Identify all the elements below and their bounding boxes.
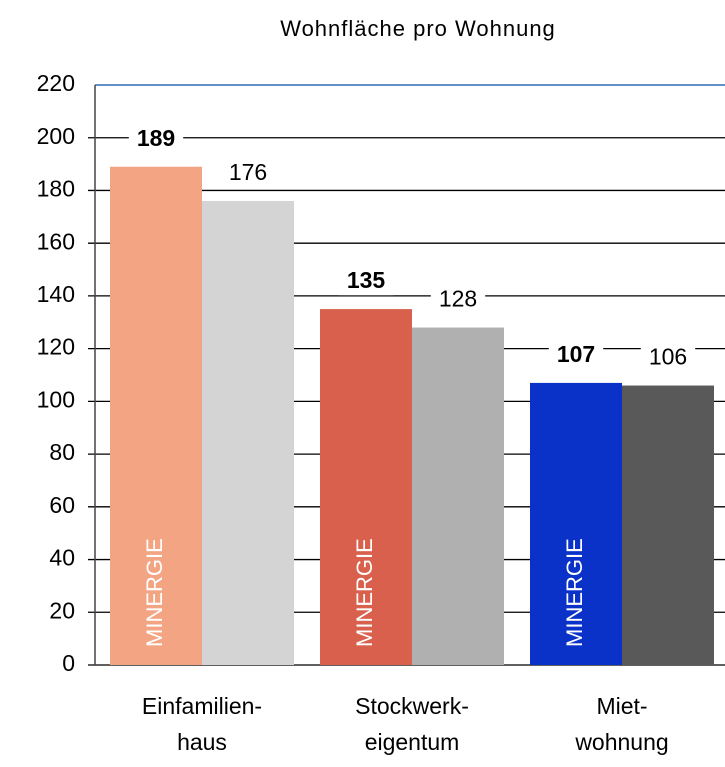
data-label: 106 <box>649 344 687 370</box>
data-label-group: 176 <box>220 157 276 188</box>
data-label-bg <box>220 157 276 188</box>
bar <box>202 201 294 665</box>
y-tick-label: 100 <box>37 386 75 412</box>
y-tick-label: 160 <box>37 228 75 254</box>
y-tick-label: 80 <box>49 439 75 465</box>
x-tick-label: Stockwerk- eigentum <box>355 693 469 755</box>
y-tick-label: 120 <box>37 334 75 360</box>
data-label-group: 128 <box>430 283 486 314</box>
y-tick-label: 200 <box>37 123 75 149</box>
data-label: 107 <box>557 341 595 367</box>
y-tick-label: 40 <box>49 545 75 571</box>
bar <box>530 382 622 665</box>
y-tick-label: 140 <box>37 281 75 307</box>
data-label-bg <box>640 341 696 372</box>
bar <box>110 166 202 665</box>
x-tick-label: Einfamilien- haus <box>141 693 263 755</box>
data-label-group: 106 <box>640 341 696 372</box>
data-label: 176 <box>229 159 267 185</box>
bar <box>412 327 504 665</box>
y-tick-label: 0 <box>62 650 75 676</box>
data-label: 189 <box>137 125 175 151</box>
chart-title: Wohnfläche pro Wohnung <box>280 16 556 41</box>
y-tick-label: 60 <box>49 492 75 518</box>
data-label: 128 <box>439 286 477 312</box>
data-label-group: 107 <box>548 338 604 369</box>
bar <box>622 385 714 665</box>
bar <box>320 309 412 665</box>
data-label-group: 135 <box>338 265 394 296</box>
bar-series-label: MINERGIE <box>352 538 377 647</box>
y-tick-label: 20 <box>49 597 75 623</box>
data-label-bg <box>430 283 486 314</box>
bar-series-label: MINERGIE <box>562 538 587 647</box>
y-tick-label: 180 <box>37 176 75 202</box>
data-label-group: 189 <box>128 122 184 153</box>
x-tick-label: Miet- wohnung <box>575 693 669 755</box>
bar-series-label: MINERGIE <box>142 538 167 647</box>
data-label-bg <box>128 122 184 153</box>
data-label: 135 <box>347 267 386 293</box>
data-label-bg <box>338 265 394 296</box>
data-label-bg <box>548 338 604 369</box>
y-tick-label: 220 <box>37 70 75 96</box>
